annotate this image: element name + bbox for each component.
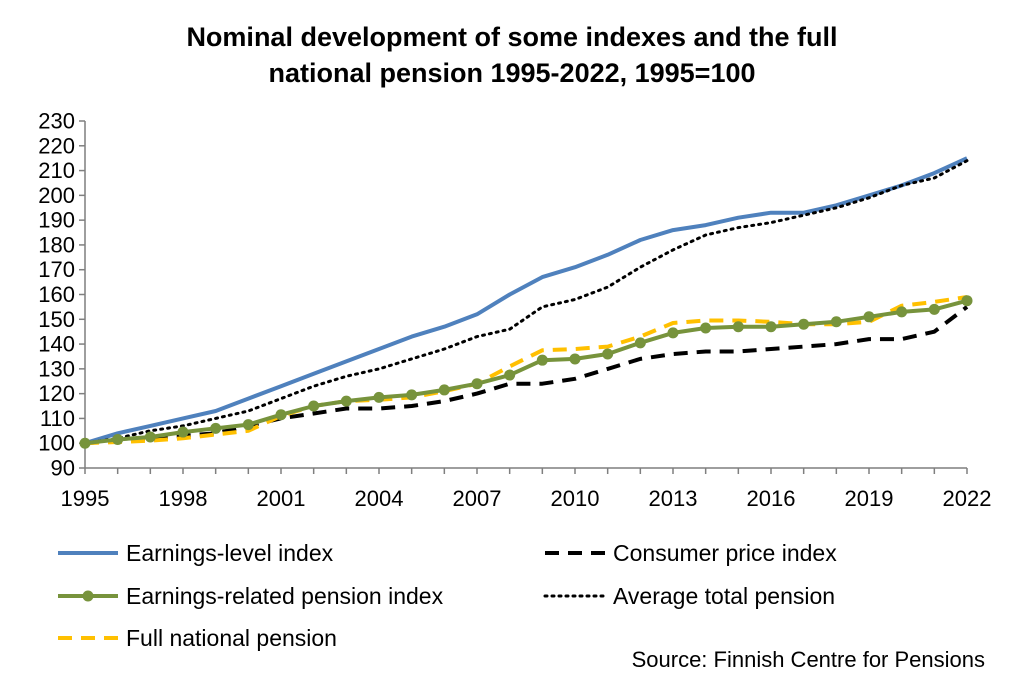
x-tick-label: 1998: [159, 486, 208, 511]
series-point-2: [667, 327, 679, 339]
series-point-2: [471, 378, 483, 390]
y-tick-label: 200: [38, 183, 75, 208]
series-point-2: [863, 311, 875, 323]
y-tick-label: 110: [40, 406, 75, 431]
series-point-2: [112, 433, 124, 445]
series-line-1: [84, 305, 969, 446]
series-point-2: [406, 389, 418, 401]
x-tick-label: 2007: [453, 486, 502, 511]
chart-title-line-1: Nominal development of some indexes and …: [186, 22, 837, 52]
series-lines: [79, 156, 973, 449]
series-point-2: [242, 419, 254, 431]
legend-item-earnings-related-pension-index: Earnings-related pension index: [58, 583, 444, 609]
x-tick-label: 2013: [649, 486, 698, 511]
series-point-2: [798, 318, 810, 330]
legend-item-average-total-pension: Average total pension: [543, 583, 835, 609]
y-tick-label: 210: [38, 158, 75, 183]
source-note: Source: Finnish Centre for Pensions: [632, 647, 985, 672]
legend-item-consumer-price-index: Consumer price index: [545, 540, 837, 566]
y-tick-labels: 9010011012013014015016017018019020021022…: [38, 109, 85, 481]
legend-label-earnings-related: Earnings-related pension index: [126, 583, 444, 609]
legend-label-earnings-level: Earnings-level index: [126, 540, 334, 566]
legend-item-full-national-pension: Full national pension: [58, 625, 337, 651]
chart-title-line-2: national pension 1995-2022, 1995=100: [268, 58, 755, 88]
y-tick-label: 130: [38, 356, 75, 381]
series-point-2: [634, 337, 646, 349]
series-point-2: [732, 321, 744, 333]
series-point-2: [210, 422, 222, 434]
y-tick-label: 230: [38, 109, 75, 134]
legend-item-earnings-level-index: Earnings-level index: [58, 540, 334, 566]
series-point-2: [177, 426, 189, 438]
x-tick-label: 2016: [747, 486, 796, 511]
y-tick-label: 160: [38, 282, 75, 307]
series-point-2: [830, 316, 842, 328]
series-point-2: [308, 400, 320, 412]
series-point-2: [536, 354, 548, 366]
x-tick-label: 2004: [355, 486, 404, 511]
series-point-2: [569, 353, 581, 365]
x-tick-label: 2010: [551, 486, 600, 511]
series-point-2: [438, 384, 450, 396]
x-tick-label: 1995: [61, 486, 110, 511]
y-tick-label: 190: [38, 208, 75, 233]
series-point-2: [340, 395, 352, 407]
series-point-2: [961, 295, 973, 307]
x-tick-label: 2001: [257, 486, 306, 511]
y-tick-label: 100: [38, 431, 75, 456]
legend-marker-earnings-related: [82, 590, 94, 602]
series-point-2: [275, 409, 287, 421]
plot-area: 9010011012013014015016017018019020021022…: [38, 109, 991, 512]
legend: Earnings-level index Consumer price inde…: [58, 540, 837, 651]
series-line-3: [83, 159, 969, 445]
series-point-2: [700, 322, 712, 334]
y-tick-label: 150: [38, 307, 75, 332]
series-point-2: [373, 391, 385, 403]
series-point-2: [896, 306, 908, 318]
series-point-2: [79, 437, 91, 449]
x-tick-label: 2022: [943, 486, 992, 511]
y-tick-label: 170: [38, 257, 75, 282]
legend-label-avg-pension: Average total pension: [613, 583, 835, 609]
series-point-2: [144, 431, 156, 443]
legend-label-cpi: Consumer price index: [613, 540, 837, 566]
series-point-2: [928, 303, 940, 315]
series-line-2: [84, 298, 968, 446]
y-tick-label: 140: [38, 332, 75, 357]
y-tick-label: 180: [38, 232, 75, 257]
series-point-2: [504, 369, 516, 381]
y-tick-label: 90: [51, 456, 75, 481]
series-line-4: [84, 295, 968, 446]
y-tick-label: 120: [38, 381, 75, 406]
x-tick-label: 2019: [845, 486, 894, 511]
legend-label-national-pension: Full national pension: [126, 625, 337, 651]
series-point-2: [765, 321, 777, 333]
x-tick-labels: 1995 1998 2001 2004 2007 2010 2013 2016 2019 2022: [61, 468, 992, 511]
y-tick-label: 220: [38, 133, 75, 158]
series-line-0: [84, 156, 968, 446]
series-point-2: [602, 348, 614, 360]
